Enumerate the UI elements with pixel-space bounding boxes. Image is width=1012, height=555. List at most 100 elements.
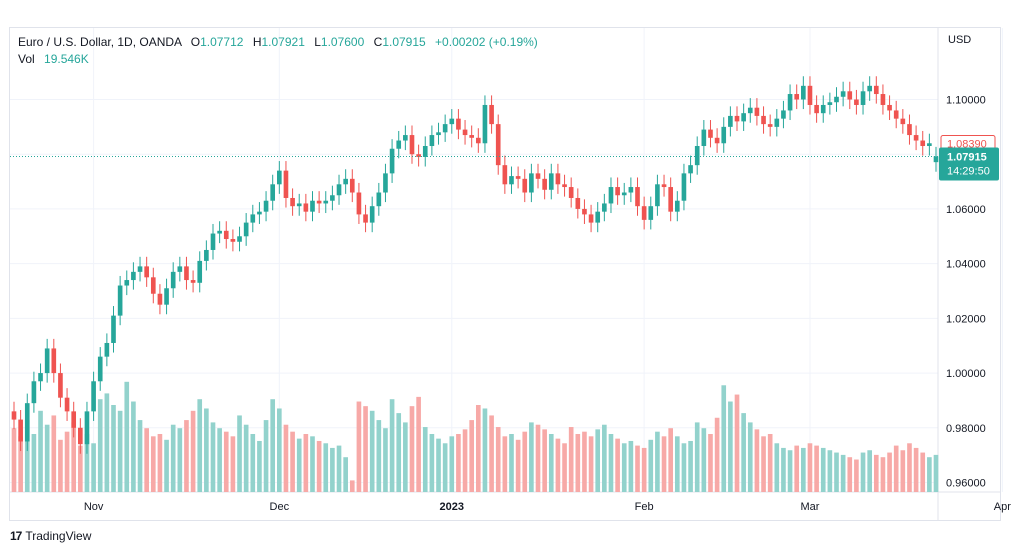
volume-bar bbox=[781, 447, 786, 492]
volume-bar bbox=[78, 445, 83, 492]
candle-body bbox=[396, 140, 402, 149]
volume-bar bbox=[714, 417, 720, 492]
volume-bar bbox=[847, 457, 853, 492]
open-label: O bbox=[190, 35, 201, 49]
volume-bar bbox=[807, 443, 813, 492]
candle-body bbox=[747, 107, 753, 114]
candle-body bbox=[708, 129, 713, 138]
brand-name: TradingView bbox=[25, 529, 92, 543]
last-price-value: 1.07915 bbox=[947, 152, 987, 164]
x-tick-label: Apr bbox=[994, 501, 1011, 513]
candle-body bbox=[674, 200, 680, 212]
volume-bar bbox=[283, 424, 289, 492]
candle-body bbox=[655, 184, 660, 207]
candle-body bbox=[117, 285, 123, 316]
candle-body bbox=[409, 135, 415, 155]
volume-bar bbox=[263, 420, 269, 492]
candle-body bbox=[714, 137, 720, 144]
volume-bar bbox=[469, 420, 475, 492]
candle-body bbox=[316, 200, 322, 204]
volume-bar bbox=[71, 422, 77, 492]
volume-bar bbox=[290, 431, 295, 492]
volume-bar bbox=[867, 450, 872, 492]
candle-body bbox=[469, 135, 475, 138]
volume-bar bbox=[761, 436, 766, 492]
footer-branding[interactable]: 17 TradingView bbox=[10, 529, 91, 543]
candle-body bbox=[648, 206, 654, 220]
y-tick-label: 1.04000 bbox=[946, 259, 986, 271]
candle-body bbox=[794, 94, 800, 100]
candle-body bbox=[475, 137, 481, 144]
chart-legend: Euro / U.S. Dollar, 1D, OANDA O1.07712 H… bbox=[18, 34, 538, 68]
x-tick-label: Mar bbox=[800, 501, 819, 513]
candle-body bbox=[482, 104, 488, 144]
volume-bar bbox=[635, 445, 640, 492]
x-tick-label: Feb bbox=[635, 501, 654, 513]
volume-bar bbox=[548, 434, 554, 492]
volume-bar bbox=[24, 420, 30, 492]
candle-body bbox=[880, 94, 886, 105]
candle-body bbox=[502, 165, 508, 185]
candle-body bbox=[270, 184, 276, 201]
volume-bar bbox=[588, 436, 594, 492]
volume-bar bbox=[595, 429, 601, 492]
volume-bar bbox=[907, 443, 912, 492]
candle-body bbox=[78, 427, 83, 445]
volume-bar bbox=[834, 452, 839, 492]
candle-body bbox=[71, 411, 77, 428]
close-value: 1.07915 bbox=[382, 35, 426, 49]
volume-bar bbox=[927, 457, 932, 492]
candle-body bbox=[721, 126, 727, 144]
volume-bar bbox=[681, 443, 687, 492]
volume-bar bbox=[628, 440, 634, 492]
candle-body bbox=[834, 96, 839, 103]
candle-body bbox=[356, 192, 362, 215]
candle-body bbox=[847, 91, 853, 100]
close-label: C bbox=[373, 35, 383, 49]
high-label: H bbox=[252, 35, 262, 49]
candle-body bbox=[787, 94, 793, 111]
candle-body bbox=[462, 129, 468, 136]
volume-bar bbox=[787, 450, 793, 492]
volume-bar bbox=[84, 434, 90, 492]
candle-body bbox=[283, 170, 289, 198]
y-tick-label: 1.02000 bbox=[946, 313, 986, 325]
volume-bar bbox=[529, 422, 534, 492]
candle-body bbox=[542, 178, 547, 190]
candle-body bbox=[681, 173, 687, 201]
y-tick-label: 1.00000 bbox=[946, 368, 986, 380]
currency-label[interactable]: USD bbox=[948, 34, 972, 46]
volume-bar bbox=[131, 401, 136, 492]
volume-bar bbox=[535, 424, 541, 492]
volume-bar bbox=[436, 438, 441, 492]
candle-body bbox=[694, 146, 700, 166]
candle-body bbox=[449, 118, 455, 125]
symbol-title[interactable]: Euro / U.S. Dollar, 1D, OANDA bbox=[18, 35, 182, 49]
volume-bar bbox=[701, 428, 707, 492]
candle-body bbox=[210, 233, 216, 250]
candle-body bbox=[18, 419, 23, 442]
volume-bar bbox=[210, 422, 216, 492]
volume-bar bbox=[827, 450, 833, 492]
x-tick-label: Nov bbox=[84, 501, 104, 513]
candle-body bbox=[621, 192, 627, 196]
candle-body bbox=[641, 206, 647, 220]
volume-bar bbox=[767, 434, 773, 492]
low-value: 1.07600 bbox=[320, 35, 365, 49]
open-value: 1.07712 bbox=[200, 35, 244, 49]
candle-body bbox=[64, 397, 70, 412]
candle-body bbox=[913, 135, 919, 141]
volume-bar bbox=[44, 424, 50, 492]
candle-body bbox=[343, 178, 348, 185]
volume-bar bbox=[582, 431, 587, 492]
volume-bar bbox=[18, 436, 23, 492]
volume-value: 19.546K bbox=[44, 52, 89, 66]
volume-bar bbox=[137, 420, 143, 492]
candle-body bbox=[754, 107, 760, 116]
candle-body bbox=[761, 115, 766, 125]
volume-bar bbox=[747, 422, 753, 492]
y-tick-label: 1.10000 bbox=[946, 95, 986, 107]
volume-bar bbox=[694, 422, 700, 492]
volume-bar bbox=[177, 428, 183, 492]
